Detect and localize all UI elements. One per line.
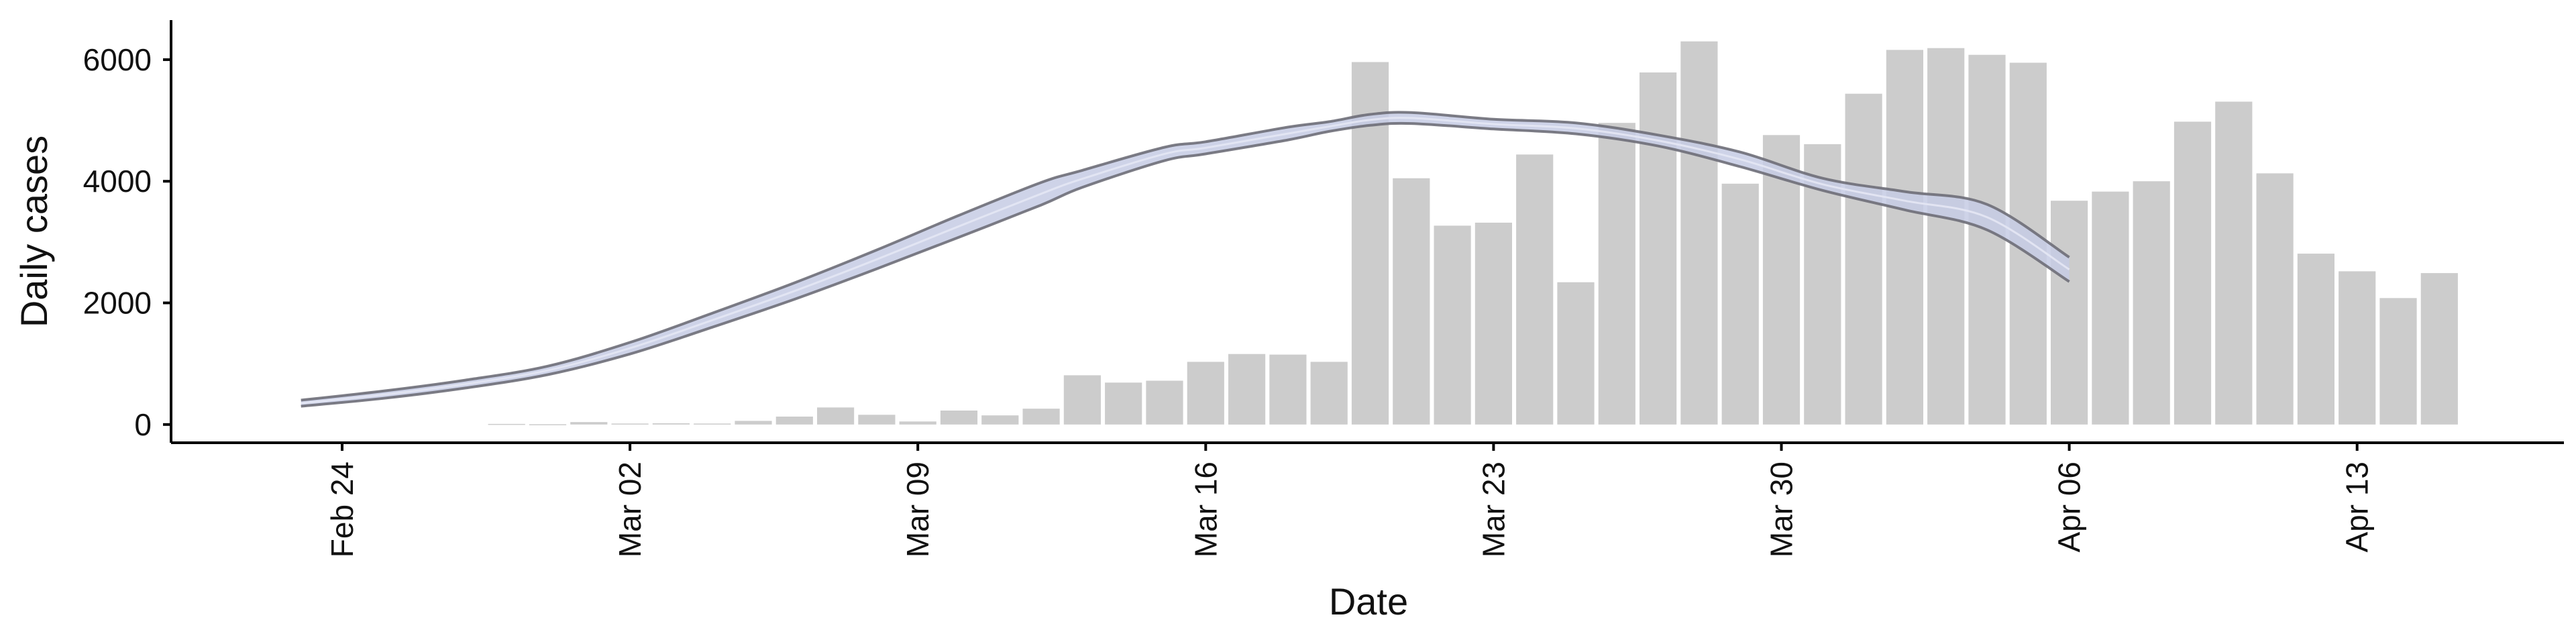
- bar-2020-03-21: [1393, 178, 1430, 425]
- bar-2020-04-09: [2174, 121, 2212, 425]
- bar-2020-03-07: [817, 407, 855, 425]
- y-tick-label-2000: 2000: [83, 286, 152, 321]
- model-band-center: [301, 117, 2070, 405]
- x-tick-label-2020-03-16: Mar 16: [1188, 462, 1223, 557]
- bar-2020-03-03: [652, 423, 690, 425]
- bar-2020-03-18: [1269, 354, 1307, 425]
- bar-2020-04-04: [1968, 54, 2006, 425]
- y-tick-label-4000: 4000: [83, 164, 152, 199]
- bar-2020-04-01: [1845, 93, 1882, 425]
- bar-2020-03-01: [570, 422, 608, 425]
- x-tick-label-2020-02-24: Feb 24: [325, 462, 360, 557]
- bar-2020-03-04: [694, 423, 731, 425]
- bar-2020-03-28: [1680, 41, 1718, 425]
- bar-2020-03-29: [1721, 183, 1759, 425]
- bar-2020-03-17: [1228, 354, 1266, 425]
- bar-2020-02-29: [529, 424, 567, 425]
- bar-2020-03-14: [1105, 382, 1142, 425]
- model-band-upper-edge: [301, 111, 2070, 402]
- bar-2020-03-19: [1310, 362, 1348, 425]
- bar-2020-03-23: [1474, 222, 1512, 425]
- y-axis-title: Daily cases: [13, 136, 55, 327]
- bar-2020-03-05: [735, 421, 772, 425]
- bar-2020-03-06: [775, 417, 813, 425]
- bar-2020-03-26: [1598, 123, 1635, 425]
- x-tick-label-2020-03-09: Mar 09: [900, 462, 935, 557]
- bar-2020-03-09: [899, 421, 936, 425]
- y-ticks: 0 2000 4000 6000: [83, 42, 171, 442]
- bar-2020-04-11: [2256, 173, 2294, 425]
- bar-2020-04-12: [2297, 254, 2334, 425]
- y-tick-label-6000: 6000: [83, 42, 152, 77]
- bar-2020-03-12: [1022, 409, 1060, 425]
- bar-2020-04-15: [2420, 273, 2458, 425]
- x-ticks: Feb 24 Mar 02 Mar 09 Mar 16 Mar 23 Mar 30 Apr …: [325, 443, 2375, 557]
- bar-2020-02-28: [488, 423, 525, 425]
- x-tick-label-2020-03-23: Mar 23: [1476, 462, 1511, 557]
- bar-2020-04-02: [1886, 50, 1923, 425]
- bars: [488, 41, 2458, 425]
- x-tick-label-2020-04-13: Apr 13: [2340, 462, 2375, 553]
- bar-2020-03-25: [1557, 282, 1595, 425]
- bar-2020-03-13: [1063, 375, 1101, 425]
- axes: [170, 20, 2564, 444]
- y-tick-label-0: 0: [134, 407, 152, 442]
- x-tick-label-2020-03-30: Mar 30: [1764, 462, 1799, 557]
- bar-2020-04-07: [2092, 191, 2129, 425]
- bar-2020-04-13: [2339, 271, 2376, 425]
- bar-2020-04-08: [2133, 181, 2170, 425]
- x-tick-label-2020-03-02: Mar 02: [612, 462, 647, 557]
- x-tick-label-2020-04-06: Apr 06: [2052, 462, 2087, 553]
- bar-2020-04-06: [2051, 201, 2088, 425]
- x-axis-title: Date: [1329, 580, 1408, 623]
- bar-2020-03-08: [858, 415, 896, 425]
- bar-2020-03-15: [1146, 380, 1183, 425]
- bar-2020-04-10: [2215, 101, 2253, 425]
- bar-2020-03-10: [940, 411, 978, 425]
- model-bands: [301, 111, 2070, 408]
- bar-2020-03-24: [1516, 154, 1554, 425]
- bar-2020-03-02: [611, 423, 649, 425]
- model-band-lower-edge: [301, 121, 2070, 408]
- bar-2020-04-03: [1927, 48, 1965, 425]
- bar-2020-03-27: [1640, 72, 1677, 425]
- bar-2020-03-22: [1434, 225, 1471, 425]
- bar-2020-03-16: [1187, 362, 1224, 425]
- bar-2020-04-14: [2379, 298, 2417, 425]
- bar-2020-03-11: [981, 415, 1019, 425]
